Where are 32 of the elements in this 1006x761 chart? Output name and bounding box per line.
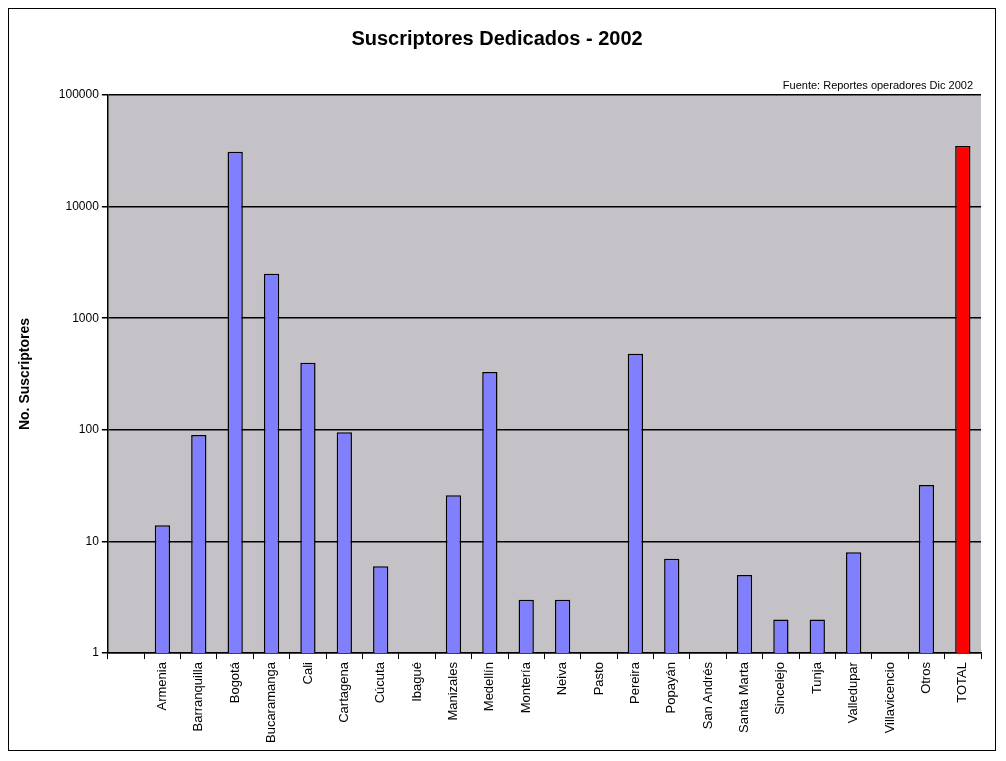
x-tick-label: Cali [299,661,315,685]
x-tick-label: Cúcuta [372,661,388,704]
y-tick-label: 10000 [65,198,100,213]
x-tick-label: TOTAL [954,662,970,703]
x-tick-label: Valledupar [845,661,861,724]
x-tick-label: Bucaramanga [263,661,279,744]
x-tick-label: Cartagena [335,661,351,723]
x-tick-label: Pereira [626,661,642,704]
y-tick-label: 100 [78,422,100,437]
x-tick-label: Pasto [590,662,606,696]
x-tick-label: Montería [517,661,533,714]
y-tick-label: 10 [85,533,100,548]
x-tick-label: Medellín [481,662,497,712]
x-tick-label: Sincelejo [772,662,788,715]
x-tick-label: Armenia [153,661,169,711]
y-tick-label: 100000 [58,87,100,102]
x-tick-label: Otros [918,661,934,694]
x-tick-label: Santa Marta [736,661,752,733]
y-axis-title: No. Suscriptores [16,317,33,431]
x-tick-label: Ibagué [408,662,424,702]
x-tick-label: Neiva [554,661,570,696]
x-tick-label: Tunja [808,661,824,695]
x-tick-label: Manizales [445,661,461,721]
x-tick-label: Bogotá [226,661,242,704]
x-tick-label: Villavicencio [881,662,897,734]
x-tick-label: Barranquilla [190,661,206,732]
source-note: Fuente: Reportes operadores Dic 2002 [782,78,973,91]
y-tick-label: 1 [92,645,100,660]
chart-title: Suscriptores Dedicados - 2002 [351,26,643,49]
x-tick-label: Popayán [663,662,679,714]
x-tick-label: San Andrés [699,661,715,730]
y-tick-label: 1000 [72,310,100,325]
